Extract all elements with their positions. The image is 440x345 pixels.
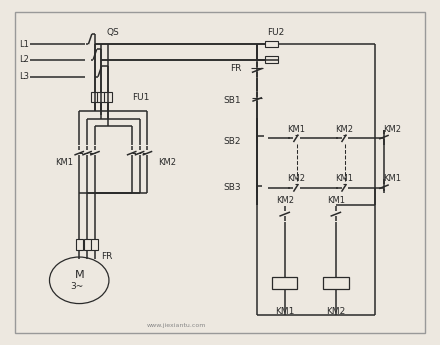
Text: M: M <box>74 270 84 280</box>
Text: KM1: KM1 <box>336 174 354 183</box>
Text: SB2: SB2 <box>224 137 241 146</box>
Text: KM2: KM2 <box>276 196 294 205</box>
Text: KM2: KM2 <box>383 125 401 134</box>
Text: KM2: KM2 <box>326 307 345 316</box>
Text: L2: L2 <box>19 55 29 64</box>
Text: KM2: KM2 <box>158 158 176 167</box>
Text: KM1: KM1 <box>287 125 305 134</box>
Bar <box>265 57 278 63</box>
Text: QS: QS <box>106 28 119 37</box>
Bar <box>272 277 297 289</box>
Bar <box>265 41 278 47</box>
Bar <box>104 92 112 102</box>
Text: www.jiexiantu.com: www.jiexiantu.com <box>147 323 206 328</box>
Text: L3: L3 <box>19 72 29 81</box>
Text: KM1: KM1 <box>327 196 345 205</box>
Bar <box>76 239 83 249</box>
Circle shape <box>49 257 109 304</box>
Text: SB3: SB3 <box>224 184 241 193</box>
Bar <box>323 277 348 289</box>
Text: FU1: FU1 <box>132 93 150 102</box>
Text: KM2: KM2 <box>336 125 354 134</box>
Text: L1: L1 <box>19 40 29 49</box>
Text: FU2: FU2 <box>268 28 285 37</box>
Text: SB1: SB1 <box>224 96 241 105</box>
Text: FR: FR <box>231 63 242 72</box>
Text: KM2: KM2 <box>287 174 305 183</box>
Text: FR: FR <box>101 252 112 261</box>
Text: KM1: KM1 <box>55 158 73 167</box>
Bar <box>91 92 99 102</box>
Bar <box>97 92 105 102</box>
Text: 3~: 3~ <box>70 282 84 291</box>
Bar <box>84 239 91 249</box>
Text: KM1: KM1 <box>383 174 401 183</box>
Bar <box>92 239 99 249</box>
Text: KM1: KM1 <box>275 307 294 316</box>
